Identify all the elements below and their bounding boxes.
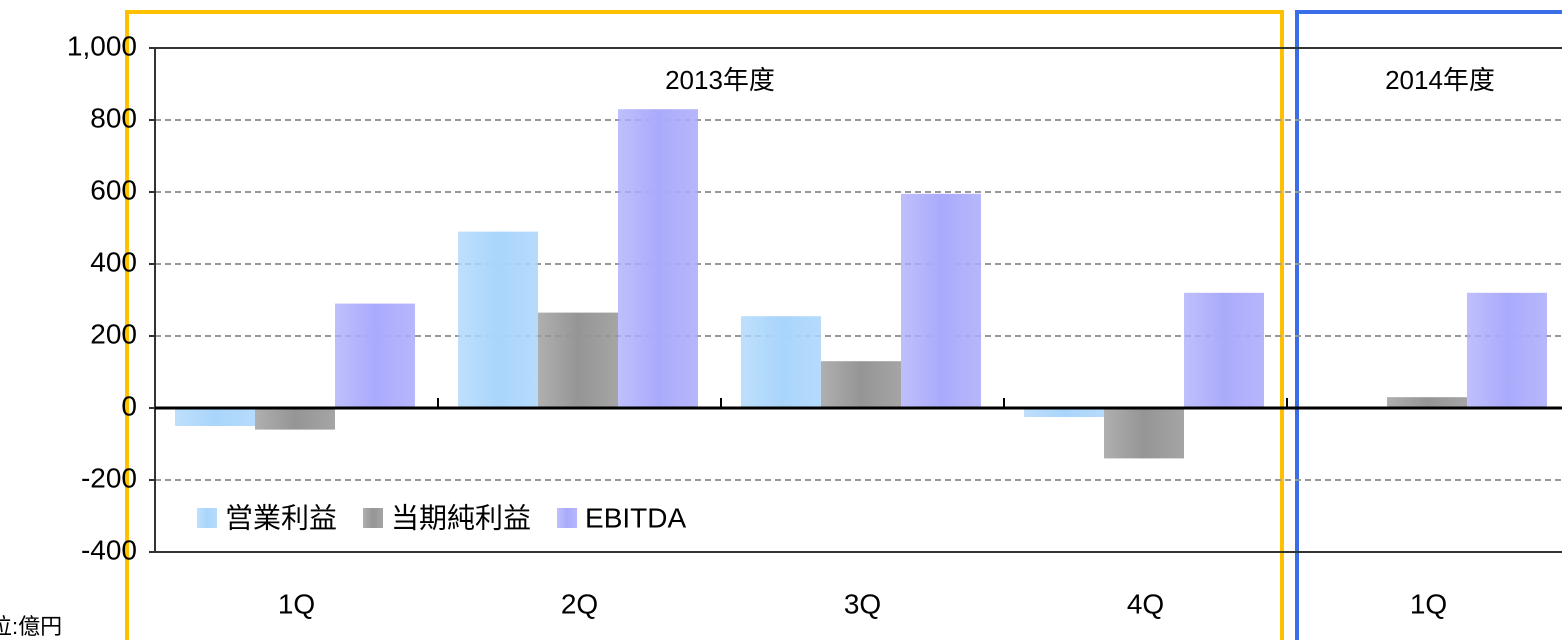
bar <box>901 193 981 408</box>
unit-label: 単位:億円 <box>0 614 62 639</box>
y-tick-label: 1,000 <box>67 30 137 61</box>
y-tick-label: -200 <box>81 462 137 493</box>
bar <box>335 303 415 408</box>
bar <box>741 316 821 408</box>
bar <box>618 109 698 408</box>
bar <box>458 231 538 408</box>
annotation: 2014年度 <box>1385 65 1495 95</box>
x-tick-label: 1Q <box>1410 588 1447 619</box>
y-tick-label: 200 <box>90 318 137 349</box>
legend-swatch <box>197 508 217 528</box>
y-tick-label: -400 <box>81 534 137 565</box>
y-tick-label: 400 <box>90 246 137 277</box>
bar <box>175 408 255 426</box>
legend-label: 当期純利益 <box>391 502 531 533</box>
bar <box>1387 397 1467 408</box>
bar <box>1184 292 1264 408</box>
legend-label: 営業利益 <box>225 502 337 533</box>
legend-swatch <box>363 508 384 528</box>
annotation: 2013年度 <box>665 65 775 95</box>
x-tick-label: 2Q <box>561 588 598 619</box>
y-tick-label: 800 <box>90 102 137 133</box>
legend-label: EBITDA <box>585 502 686 533</box>
legend-swatch <box>557 508 578 528</box>
x-tick-label: 4Q <box>1127 588 1164 619</box>
bar <box>538 312 618 408</box>
bar <box>1104 408 1184 459</box>
bar <box>1024 408 1104 417</box>
x-tick-label: 1Q <box>278 588 315 619</box>
y-tick-label: 0 <box>121 390 137 421</box>
fiscal-2014-frame <box>1295 10 1562 640</box>
bar <box>255 408 335 430</box>
fiscal-2013-frame <box>125 10 1284 640</box>
x-tick-label: 3Q <box>844 588 881 619</box>
y-tick-label: 600 <box>90 174 137 205</box>
bar <box>1467 292 1547 408</box>
bar <box>821 361 901 408</box>
